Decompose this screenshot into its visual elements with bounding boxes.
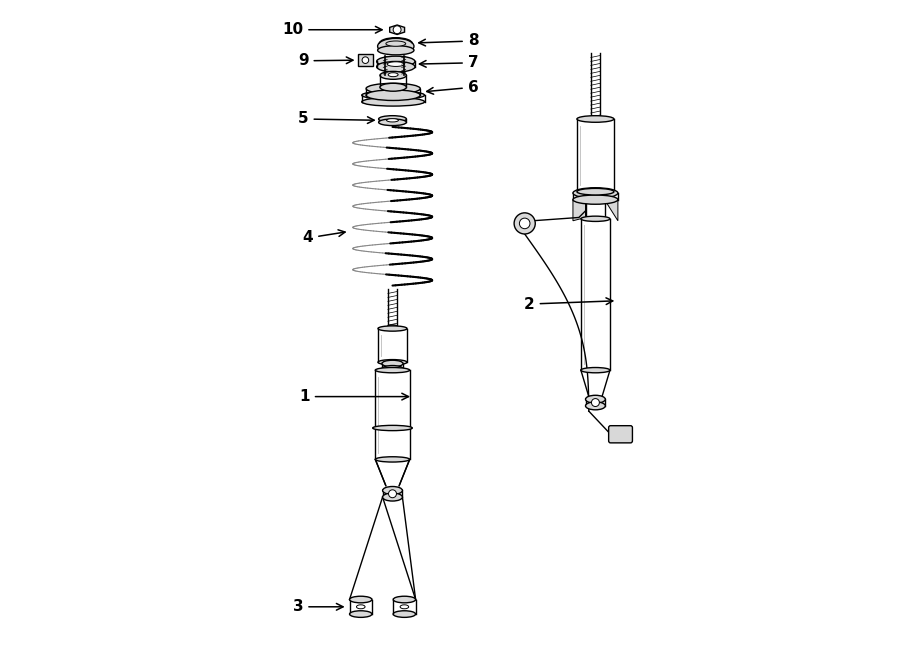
Text: 1: 1 [300,389,409,404]
Ellipse shape [586,402,606,410]
Ellipse shape [393,611,416,617]
Ellipse shape [400,605,409,609]
Text: 4: 4 [302,230,345,245]
Ellipse shape [573,188,618,198]
Ellipse shape [378,360,407,365]
Ellipse shape [387,61,404,66]
Ellipse shape [378,38,414,54]
Ellipse shape [376,56,415,67]
Polygon shape [375,459,386,486]
Ellipse shape [386,41,406,46]
Ellipse shape [376,61,415,72]
Ellipse shape [366,90,420,100]
Ellipse shape [373,426,412,431]
Ellipse shape [378,46,414,55]
Ellipse shape [362,91,425,99]
Ellipse shape [379,116,407,122]
Circle shape [591,399,599,407]
Polygon shape [573,200,586,221]
Ellipse shape [586,395,606,403]
Circle shape [389,490,397,498]
Ellipse shape [356,605,365,609]
Ellipse shape [362,97,425,106]
Ellipse shape [388,73,398,77]
Ellipse shape [577,116,614,122]
Ellipse shape [382,366,403,372]
Ellipse shape [380,83,407,91]
Polygon shape [390,25,405,34]
Ellipse shape [387,325,398,329]
Ellipse shape [380,71,407,79]
Text: 5: 5 [298,112,374,126]
Ellipse shape [382,493,402,501]
FancyBboxPatch shape [608,426,633,443]
Text: 10: 10 [282,22,382,37]
Text: 9: 9 [298,54,353,68]
FancyBboxPatch shape [358,54,373,66]
Ellipse shape [573,195,618,204]
Ellipse shape [366,83,420,94]
Ellipse shape [375,457,410,462]
Text: 3: 3 [292,600,343,614]
Circle shape [393,26,401,34]
Ellipse shape [382,360,403,367]
Circle shape [519,218,530,229]
Ellipse shape [386,119,399,122]
Ellipse shape [382,486,402,494]
Text: 2: 2 [524,297,613,311]
Ellipse shape [349,596,372,603]
Polygon shape [606,200,618,221]
Ellipse shape [580,368,610,373]
Ellipse shape [375,368,410,373]
Circle shape [514,213,536,234]
Text: 7: 7 [419,56,479,70]
Circle shape [362,57,369,63]
Polygon shape [399,459,410,486]
Ellipse shape [580,216,610,221]
Ellipse shape [577,188,614,195]
Ellipse shape [378,326,407,331]
Ellipse shape [349,611,372,617]
Text: 8: 8 [418,34,479,48]
Text: 6: 6 [427,80,479,95]
Ellipse shape [393,596,416,603]
Ellipse shape [379,119,407,126]
